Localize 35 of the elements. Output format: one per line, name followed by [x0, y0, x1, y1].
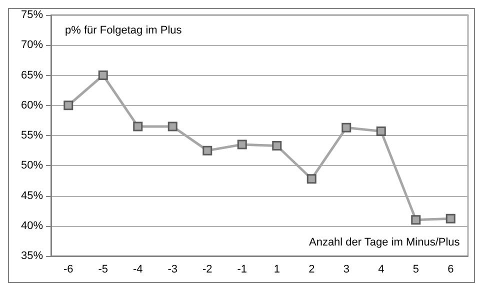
y-tick-label: 50%: [20, 160, 44, 172]
x-tick-label: 4: [378, 264, 384, 276]
x-axis-title: Anzahl der Tage im Minus/Plus: [308, 236, 460, 248]
y-tick-label: 40%: [20, 220, 44, 232]
x-tick-label: -1: [237, 264, 248, 276]
point: [64, 100, 74, 110]
y-tick-label: 75%: [20, 9, 44, 21]
point: [98, 70, 108, 80]
point: [376, 126, 386, 136]
x-tick-label: 1: [274, 264, 280, 276]
x-tick-label: -5: [98, 264, 108, 276]
point: [411, 215, 421, 225]
x-tick-label: 6: [448, 264, 454, 276]
y-tick-label: 60%: [20, 99, 44, 112]
point: [446, 214, 456, 224]
point: [202, 146, 212, 156]
point: [306, 174, 316, 184]
x-tick-label: 3: [343, 264, 350, 276]
point: [237, 140, 247, 150]
point: [133, 122, 143, 132]
y-axis-title: p% für Folgetag im Plus: [65, 24, 182, 36]
y-tick-label: 65%: [20, 69, 44, 82]
y-tick-label: 55%: [20, 130, 44, 142]
point: [342, 122, 352, 132]
point: [272, 140, 282, 150]
y-tick-label: 70%: [20, 39, 44, 52]
point: [168, 122, 178, 132]
x-tick-label: -3: [168, 264, 178, 276]
y-tick-label: 45%: [20, 190, 44, 202]
x-tick-label: -4: [132, 264, 143, 276]
x-tick-label: -2: [202, 264, 212, 276]
x-tick-label: 5: [412, 264, 419, 276]
y-tick-label: 35%: [20, 250, 44, 262]
x-tick-label: -6: [63, 264, 74, 276]
x-tick-label: 2: [308, 264, 315, 276]
